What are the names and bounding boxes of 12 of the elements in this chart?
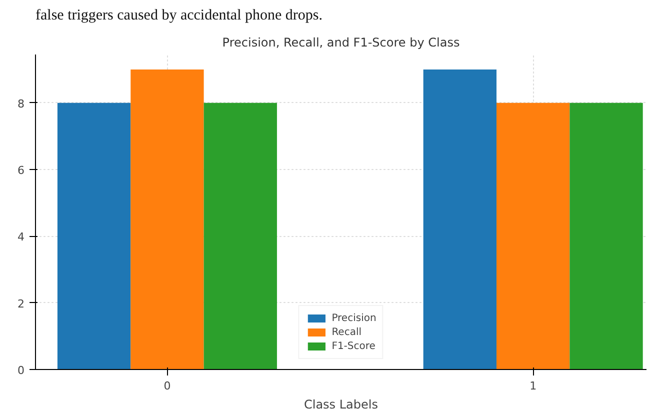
y-tick-label: 0 bbox=[18, 364, 24, 377]
y-tick-label: 6 bbox=[18, 164, 24, 177]
text: false triggers caused by accidental phone drops. bbox=[36, 8, 322, 24]
chart-title: Precision, Recall, and F1-Score by Class bbox=[222, 36, 460, 50]
y-tick-label: 8 bbox=[18, 97, 24, 110]
y-tick-label: 4 bbox=[18, 230, 24, 244]
y-tick-label: 2 bbox=[18, 297, 24, 310]
x-axis-title: Class Labels bbox=[304, 398, 378, 412]
legend-label: Recall bbox=[332, 326, 362, 338]
legend-label: F1-Score bbox=[332, 340, 376, 352]
legend-label: Precision bbox=[332, 312, 376, 324]
x-tick-label: 1 bbox=[530, 380, 537, 392]
